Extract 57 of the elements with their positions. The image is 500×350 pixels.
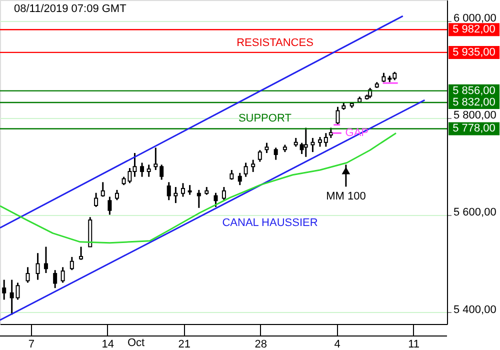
x-tick-label: 11 xyxy=(408,338,420,350)
candlestick xyxy=(324,132,328,148)
candlestick xyxy=(264,142,269,154)
x-tick-label: 14 xyxy=(102,338,114,350)
candlestick xyxy=(53,269,58,289)
candlestick xyxy=(16,282,20,300)
candlestick xyxy=(196,189,201,209)
ref-line-label: 5 832,00 xyxy=(452,96,496,108)
candlestick xyxy=(10,279,14,316)
candlestick xyxy=(244,162,248,178)
candlestick xyxy=(310,137,315,153)
candlestick xyxy=(100,181,105,198)
y-tick-label: 5 600,00 xyxy=(454,206,496,219)
annotation: SUPPORT xyxy=(238,112,292,125)
ref-line-label: 5 935,00 xyxy=(452,46,496,58)
candlestick xyxy=(222,186,226,201)
candlestick xyxy=(304,127,308,158)
ref-line-label: 5 982,00 xyxy=(452,24,496,36)
candlestick xyxy=(79,246,84,261)
y-tick-label: 5 800,00 xyxy=(454,110,496,122)
candlestick xyxy=(114,189,119,201)
text: Oct xyxy=(127,337,145,349)
candlestick xyxy=(70,256,74,271)
candlestick xyxy=(238,172,242,186)
annotation: MM 100 xyxy=(326,190,366,203)
candlestick xyxy=(251,159,256,173)
candlestick xyxy=(214,192,218,208)
y-tick-label: 5 400,00 xyxy=(454,304,496,316)
candlestick xyxy=(382,72,386,83)
candlestick xyxy=(180,182,185,198)
candlestick xyxy=(318,136,322,148)
annotation: CANAL HAUSSIER xyxy=(222,217,318,229)
candlestick xyxy=(60,266,65,284)
candlestick xyxy=(174,186,178,204)
candlestick xyxy=(26,266,30,284)
x-tick-label: 28 xyxy=(254,338,267,350)
annotation: RESISTANCES xyxy=(236,37,314,49)
y-tick-label: 6 000,00 xyxy=(454,12,496,24)
candlestick xyxy=(2,279,6,300)
candlestick xyxy=(160,164,164,180)
candlestick xyxy=(94,192,98,208)
candlestick xyxy=(154,146,158,171)
candlestick xyxy=(146,164,151,178)
ref-line-label: 5 778,00 xyxy=(452,122,496,135)
ref-line-label: 5 856,00 xyxy=(452,84,496,97)
x-tick-label: 7 xyxy=(28,338,35,350)
chart-title: 08/11/2019 07:09 GMT xyxy=(14,3,127,15)
x-tick-label: 21 xyxy=(178,338,191,350)
candlestick xyxy=(140,162,144,178)
candlestick xyxy=(44,246,48,274)
candlestick xyxy=(166,181,171,201)
candlestick xyxy=(274,146,278,161)
x-tick-label: 4 xyxy=(334,338,340,350)
candlestick xyxy=(36,252,40,281)
candlestick xyxy=(188,184,192,196)
candlestick xyxy=(108,196,112,216)
candlestick xyxy=(258,149,262,163)
